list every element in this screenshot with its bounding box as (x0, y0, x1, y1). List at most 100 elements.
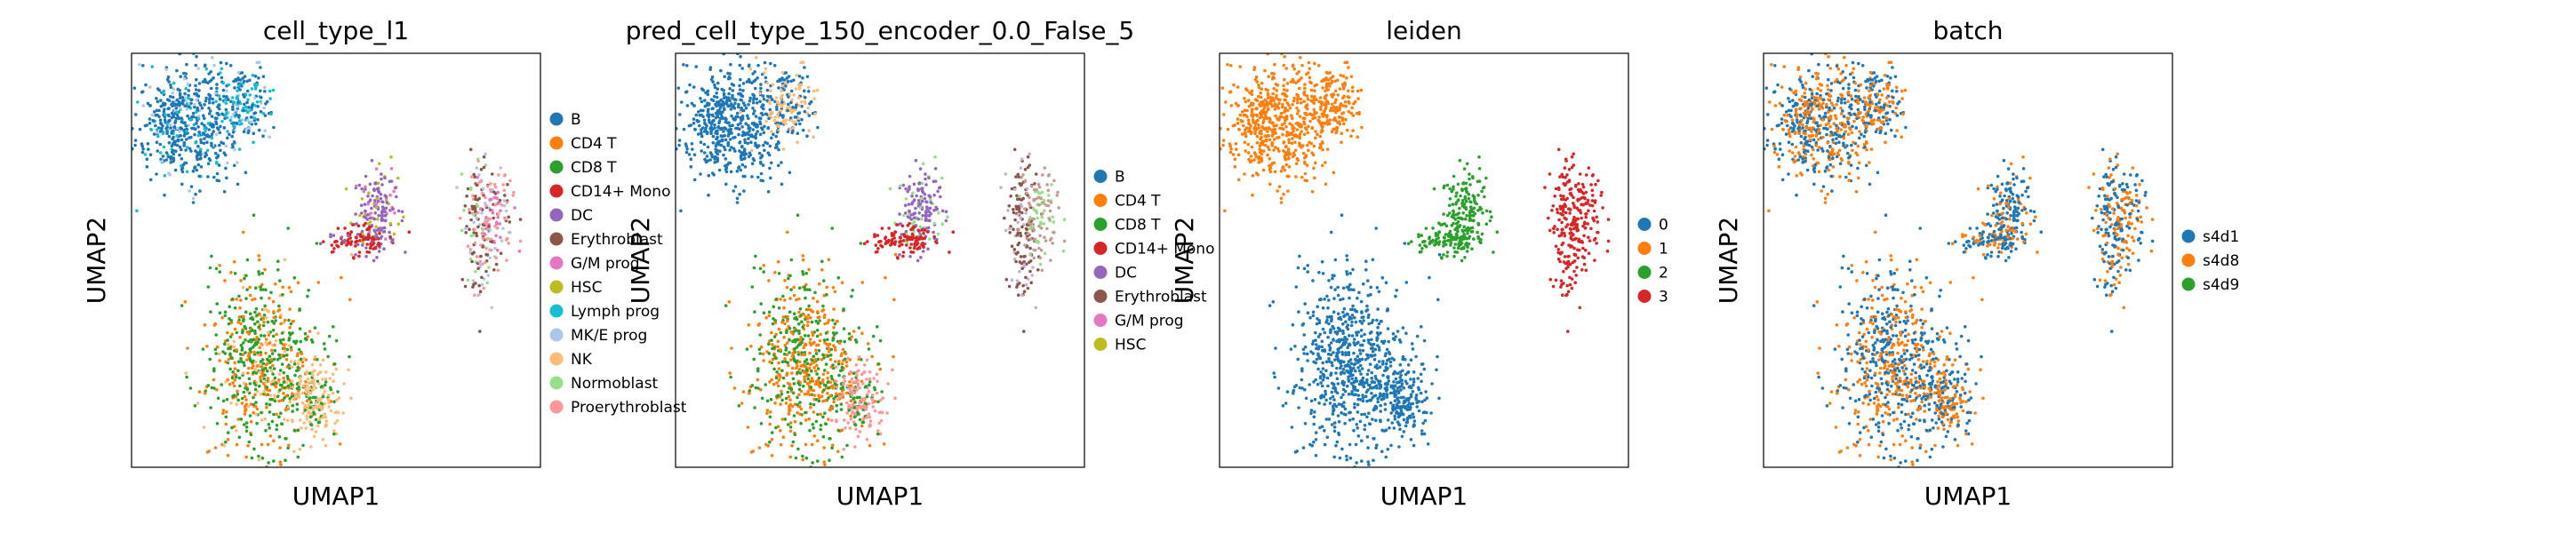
cell-point (696, 132, 700, 136)
cell-point (1268, 147, 1271, 152)
cell-point (804, 410, 807, 415)
cell-point (750, 384, 755, 387)
cell-point (786, 381, 790, 386)
cell-point (230, 332, 235, 337)
cell-point (687, 153, 692, 156)
cell-point (495, 222, 499, 226)
cell-point (273, 394, 276, 397)
cell-point (475, 255, 479, 259)
cell-point (171, 100, 175, 104)
legend-label: DC (571, 207, 593, 225)
cell-point (819, 412, 822, 417)
cell-point (862, 242, 867, 246)
cell-point (740, 106, 743, 110)
cell-point (901, 251, 906, 254)
cell-point (913, 243, 917, 248)
cell-point (259, 392, 263, 396)
cell-point (923, 228, 927, 232)
cell-point (171, 91, 174, 95)
cell-point (364, 254, 368, 259)
legend-marker (1093, 242, 1108, 255)
cell-point (1020, 175, 1023, 179)
cell-point (752, 266, 756, 270)
cell-point (167, 99, 172, 103)
cell-point (722, 107, 726, 110)
cell-point (1287, 156, 1291, 160)
cell-point (820, 259, 824, 264)
legend-marker (549, 400, 564, 414)
cell-point (256, 320, 260, 324)
cell-point (217, 127, 220, 131)
cell-point (839, 386, 844, 391)
cell-point (801, 454, 804, 458)
cell-point (868, 415, 872, 419)
cell-point (297, 393, 301, 396)
cell-point (237, 376, 242, 380)
cell-point (730, 114, 733, 118)
cell-point (911, 235, 915, 239)
cell-point (1012, 227, 1015, 232)
cell-point (301, 411, 306, 415)
cell-point (813, 369, 818, 373)
cell-point (259, 375, 262, 379)
cell-point (850, 389, 854, 394)
cell-point (207, 72, 211, 76)
cell-point (754, 115, 758, 118)
cell-point (739, 155, 743, 159)
cell-point (1014, 175, 1018, 179)
cell-point (685, 64, 689, 68)
cell-point (788, 105, 792, 109)
cell-point (298, 447, 302, 451)
cell-point (1277, 101, 1281, 106)
cell-point (365, 213, 370, 217)
cell-point (780, 389, 783, 394)
cell-point (1226, 63, 1229, 67)
cell-point (1252, 68, 1256, 72)
cell-point (1250, 131, 1253, 134)
cell-point (159, 104, 164, 108)
cell-point (1287, 138, 1291, 142)
cell-point (215, 422, 220, 426)
cell-point (293, 392, 298, 396)
cell-point (849, 414, 852, 418)
cell-point (367, 226, 372, 229)
cell-point (240, 396, 244, 401)
cell-point (1249, 123, 1252, 128)
cell-point (762, 131, 766, 135)
cell-point (1049, 259, 1052, 262)
cell-point (382, 247, 386, 251)
cell-point (256, 340, 260, 345)
cell-point (249, 419, 253, 424)
cell-point (489, 248, 493, 252)
cell-point (163, 193, 166, 197)
cell-point (187, 93, 190, 98)
cell-point (887, 227, 891, 230)
cell-point (316, 331, 320, 336)
cell-point (700, 87, 704, 91)
cell-point (1220, 127, 1222, 131)
cell-point (225, 110, 228, 115)
cell-point (472, 172, 476, 177)
cell-point (174, 107, 178, 110)
cell-point (293, 341, 298, 346)
cell-point (486, 185, 490, 188)
cell-point (233, 86, 236, 90)
cell-point (194, 63, 198, 68)
cell-point (334, 432, 339, 436)
cell-point (1004, 172, 1008, 176)
cell-point (474, 195, 477, 198)
cell-point (1291, 126, 1294, 131)
cell-point (354, 253, 357, 257)
cell-point (257, 272, 261, 276)
cell-point (784, 84, 788, 88)
cell-point (165, 131, 169, 135)
cell-point (227, 357, 231, 362)
cell-point (222, 443, 226, 448)
cell-point (916, 199, 921, 203)
cell-point (499, 166, 503, 170)
cell-point (223, 342, 227, 346)
cell-point (1328, 84, 1332, 88)
cell-point (742, 153, 747, 157)
cell-point (256, 104, 260, 108)
cell-point (732, 147, 736, 151)
